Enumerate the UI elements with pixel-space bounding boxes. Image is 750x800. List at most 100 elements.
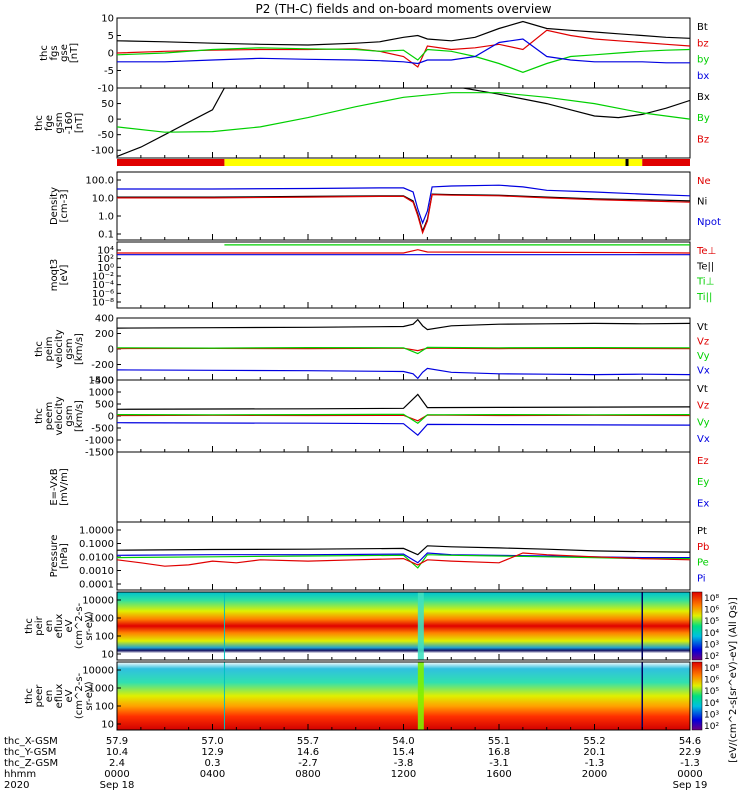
peir-ytick-label: 1000 <box>89 614 114 625</box>
peem_vel-ytick-label: -1000 <box>85 436 114 447</box>
xaxis-row-value: 20.1 <box>583 747 605 758</box>
peem_vel-series-vt <box>117 393 690 410</box>
peim_vel-legend-vx: Vx <box>697 365 710 376</box>
fgs_dsl-ytick-label: 0 <box>108 49 114 60</box>
peem_vel-ytick-label: -1500 <box>85 448 114 459</box>
temp-ytick-label: 10² <box>97 254 114 265</box>
fge_gsm-series-bx <box>117 88 690 157</box>
efield-frame <box>116 451 691 523</box>
pressure-ytick-label: 0.0001 <box>79 580 114 591</box>
temp-ytick-label: 10⁻² <box>92 272 114 283</box>
pressure-series-pe <box>117 554 690 569</box>
temp-ytick-label: 10⁰ <box>97 263 114 274</box>
fgs_dsl-ylabel: [nT] <box>69 43 80 63</box>
peim_vel-ylabel: velocity <box>54 329 65 368</box>
xaxis-row-value: 16.8 <box>488 747 510 758</box>
peir-ytick-label: 100 <box>95 632 114 643</box>
panel-efield: E=-VxB [mV/m] Ez Ey Ex <box>49 451 709 523</box>
colorbar-tick: 10⁵ <box>704 687 719 697</box>
colorbar-tick: 10⁶ <box>704 606 719 616</box>
peer-ytick-label: 10000 <box>82 666 114 677</box>
xaxis-row-value: 2.4 <box>109 758 125 769</box>
xaxis-row-value: 0400 <box>200 769 225 780</box>
fge_gsm-ylabel: [nT] <box>74 113 85 133</box>
fgs_dsl-legend-bx: bx <box>697 71 709 82</box>
fge_gsm-ylabel: gsm <box>54 112 65 133</box>
fgs_dsl-ytick-label: -5 <box>104 66 114 77</box>
xaxis-row-value: 0000 <box>677 769 702 780</box>
fge_gsm-series-by <box>117 92 690 133</box>
xaxis-row-value: 22.9 <box>679 747 701 758</box>
pressure-legend-pi: Pi <box>697 573 706 584</box>
density-ylabel: [cm-3] <box>59 189 70 222</box>
peer-ytick-label: 100 <box>95 702 114 713</box>
fgs_dsl-series-bt <box>117 20 690 46</box>
peir-ylabel: thc <box>24 618 35 634</box>
xaxis-row-value: 57.9 <box>106 736 128 747</box>
xaxis-row-value: -2.7 <box>298 758 318 769</box>
fgs_dsl-ylabel: fgs <box>49 45 60 60</box>
pressure-ylabel: [nPa] <box>59 543 70 569</box>
panel-pressure: 1.0000 0.1000 0.0100 0.0010 0.0001 Pressure [n… <box>49 521 709 591</box>
peim_vel-ylabel: [km/s] <box>74 333 85 365</box>
fgs_dsl-ylabel: gse <box>59 44 70 62</box>
xaxis-row-value: 1200 <box>391 769 416 780</box>
fgs_dsl-ytick-label: -10 <box>98 84 114 95</box>
peem_vel-legend-vt: Vt <box>697 384 708 395</box>
colorbar-tick: 10⁸ <box>704 594 719 604</box>
pressure-ytick-label: 0.1000 <box>79 539 114 550</box>
mode-segment <box>224 159 643 166</box>
pressure-ytick-label: 0.0100 <box>79 553 114 564</box>
peir-ylabel: sr-eV) <box>84 611 95 640</box>
panel-peir: 10000 1000 100 10 thc peir en eflux eV (cm^2-s-sr… <box>24 591 691 661</box>
xaxis-row-value: 10.4 <box>106 747 128 758</box>
fge_gsm-ytick-label: 0 <box>108 115 114 126</box>
colorbar-2 <box>691 661 703 731</box>
fge_gsm-legend-bz: Bz <box>697 134 709 145</box>
peem_vel-ytick-label: 1000 <box>89 388 114 399</box>
peem_vel-legend-vx: Vx <box>697 434 710 445</box>
xaxis-row-value: 55.7 <box>297 736 319 747</box>
panel-peim_vel: 400 200 0 -200 -400 thc peim velocity gsm [km/s] V… <box>34 314 710 387</box>
xaxis-row-label: thc_Y-GSM <box>4 747 56 758</box>
temp-legend-te||: Te|| <box>696 261 714 272</box>
density-legend-ni: Ni <box>697 197 707 208</box>
pressure-series-pt <box>117 545 690 556</box>
peer-ylabel: sr-eV) <box>84 681 95 710</box>
peir-ytick-label: 10000 <box>82 596 114 607</box>
peem_vel-ylabel: gsm <box>64 405 75 426</box>
xaxis-row-label: hhmm <box>4 769 36 780</box>
peir-ylabel: en <box>44 620 55 633</box>
peim_vel-ytick-label: 400 <box>95 314 114 325</box>
density-ytick-label: 100.0 <box>85 176 114 187</box>
xaxis-row-value: 55.1 <box>488 736 510 747</box>
fgs_dsl-series-bz <box>117 29 690 68</box>
fge_gsm-ylabel: -160 <box>64 112 75 135</box>
peim_vel-ylabel: thc <box>34 341 45 357</box>
peem_vel-ytick-label: -500 <box>91 424 114 435</box>
fgs_dsl-legend-bz: bz <box>697 38 709 49</box>
pressure-ytick-label: 0.0010 <box>79 566 114 577</box>
density-legend-npot: Npot <box>697 217 721 228</box>
density-frame <box>116 171 691 241</box>
peem_vel-legend-vy: Vy <box>697 417 710 428</box>
xaxis-row-value: 12.9 <box>201 747 223 758</box>
density-series-npot <box>117 184 690 225</box>
fgs_dsl-legend-by: by <box>697 55 709 66</box>
peer-gap <box>417 662 424 730</box>
colorbar-tick: 10⁵ <box>704 617 719 627</box>
panel-mode_bar <box>117 159 690 166</box>
peim_vel-series-vt <box>117 318 690 331</box>
fgs_dsl-ytick-label: 5 <box>108 31 114 42</box>
peir-ylabel: eflux <box>54 614 65 639</box>
colorbar-tick: 10⁶ <box>704 676 719 686</box>
peem_vel-ylabel: peem <box>44 402 55 430</box>
density-ytick-label: 10.0 <box>92 194 114 205</box>
density-ylabel: Density <box>49 187 60 225</box>
xaxis-row-label: 2020 <box>4 780 29 791</box>
peer-spectrogram <box>117 662 690 730</box>
temp-ytick-label: 10⁴ <box>97 246 114 257</box>
xaxis-row-value: Sep 18 <box>100 780 135 791</box>
peer-ylabel: thc <box>24 688 35 704</box>
